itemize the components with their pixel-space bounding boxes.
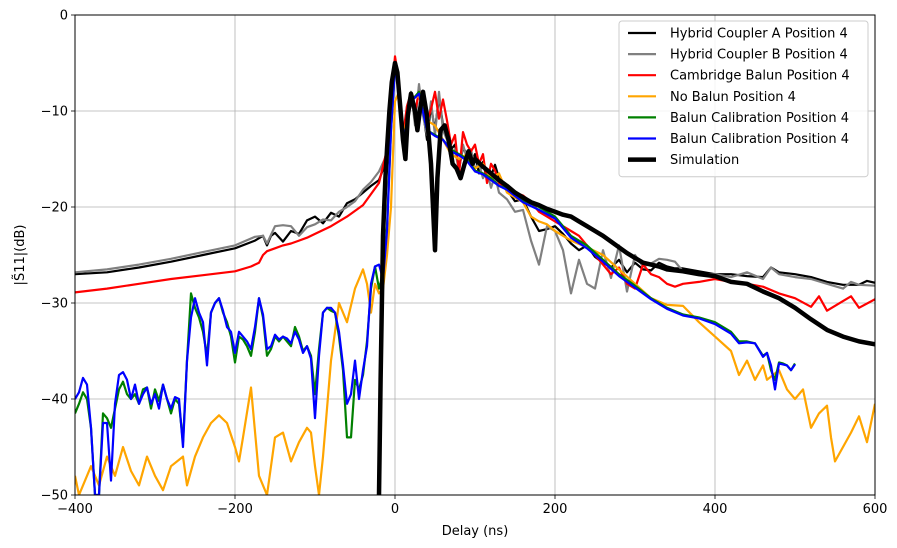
y-tick-label: 0 bbox=[60, 9, 68, 24]
legend-label: Cambridge Balun Position 4 bbox=[670, 69, 850, 84]
y-tick-label: −30 bbox=[41, 297, 68, 312]
legend-label: Hybrid Coupler A Position 4 bbox=[670, 27, 848, 42]
x-tick-label: 200 bbox=[543, 502, 568, 517]
series-line-3 bbox=[75, 55, 875, 312]
series-line-7 bbox=[376, 60, 875, 495]
legend-label: Balun Calibration Position 4 bbox=[670, 132, 849, 147]
x-tick-label: 400 bbox=[703, 502, 728, 517]
legend-label: Balun Calibration Position 4 bbox=[670, 111, 849, 126]
series-group bbox=[75, 55, 875, 495]
x-tick-label: −400 bbox=[57, 502, 93, 517]
y-tick-label: −10 bbox=[41, 105, 68, 120]
ticks: −400 −200 0 200 400 600 −50 −40 −30 −20 −10 0 bbox=[41, 9, 888, 518]
x-tick-label: 0 bbox=[391, 502, 399, 517]
y-tick-label: −50 bbox=[41, 489, 68, 504]
plot-frame bbox=[74, 14, 876, 496]
x-tick-label: −200 bbox=[217, 502, 253, 517]
legend: Hybrid Coupler A Position 4 Hybrid Couple… bbox=[618, 20, 869, 178]
series-line-6 bbox=[75, 66, 796, 495]
legend-label: Simulation bbox=[670, 153, 739, 168]
y-axis-label: |S̃11|(dB) bbox=[13, 225, 28, 286]
y-tick-label: −40 bbox=[41, 393, 68, 408]
legend-label: Hybrid Coupler B Position 4 bbox=[670, 48, 848, 63]
legend-label: No Balun Position 4 bbox=[670, 90, 796, 105]
x-axis-label: Delay (ns) bbox=[442, 524, 509, 539]
legend-box bbox=[618, 20, 869, 178]
y-tick-label: −20 bbox=[41, 201, 68, 216]
x-tick-label: 600 bbox=[863, 502, 888, 517]
